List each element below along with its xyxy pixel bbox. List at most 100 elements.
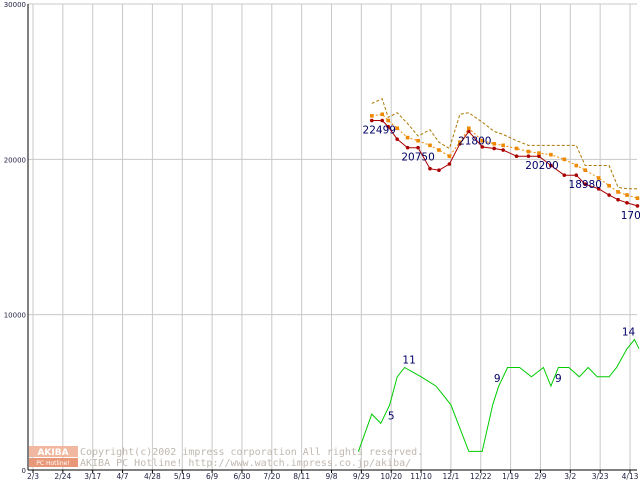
- min-price-point: [369, 118, 374, 123]
- x-tick-label: 11/10: [410, 472, 432, 480]
- price-label: 20200: [525, 160, 558, 172]
- akiba-logo: AKIBA PC Hotline!: [29, 446, 78, 467]
- avg-price-point: [428, 143, 432, 148]
- min-price-point: [428, 166, 432, 171]
- x-tick-label: 7/20: [263, 472, 280, 480]
- logo-top-box: [29, 446, 78, 457]
- x-tick-label: 12/22: [470, 472, 492, 480]
- min-price-point: [492, 146, 496, 151]
- x-tick-label: 2/24: [54, 472, 71, 480]
- x-tick-label: 4/28: [144, 472, 161, 480]
- price-label: 17000: [621, 210, 640, 222]
- shop-count-label: 14: [622, 327, 636, 339]
- avg-price-point: [526, 149, 531, 154]
- min-price-point: [514, 154, 519, 159]
- min-price-point: [380, 118, 385, 123]
- min-price-point: [537, 154, 541, 159]
- avg-price-point: [416, 138, 420, 143]
- logo-bottom-box: [29, 458, 78, 467]
- x-tick-label: 3/2: [564, 472, 576, 480]
- min-price-point: [437, 168, 441, 173]
- x-tick-label: 6/9: [206, 472, 218, 480]
- avg-price-point: [405, 135, 410, 140]
- series-layer: [357, 98, 640, 452]
- min-price-point: [596, 187, 601, 191]
- plot-background: [28, 4, 637, 470]
- x-tick-label: 10/20: [380, 472, 402, 480]
- avg-price-point: [562, 157, 567, 162]
- plot-area: [28, 4, 637, 470]
- x-tick-label: 12/1: [442, 472, 459, 480]
- avg-price-point: [467, 126, 471, 131]
- x-tick-label: 8/11: [293, 472, 310, 480]
- avg-price-point: [380, 112, 385, 117]
- series-line-avg-price: [371, 113, 638, 199]
- y-tick-label: 10000: [4, 312, 26, 320]
- data-labels: 22499 20750 21800 20200 18980 17000 5 11 9 9 14: [363, 125, 640, 423]
- min-price-point: [386, 124, 391, 129]
- avg-price-point: [514, 146, 519, 151]
- price-label: 22499: [363, 125, 396, 137]
- x-tick-label: 2/9: [534, 472, 546, 480]
- min-price-point: [480, 145, 485, 149]
- avg-price-point: [616, 190, 620, 194]
- logo-subtitle: PC Hotline!: [36, 460, 69, 467]
- y-tick-label: 20000: [4, 156, 26, 164]
- min-price-point: [416, 145, 420, 150]
- x-tick-label: 5/19: [174, 472, 191, 480]
- avg-price-point: [369, 114, 374, 118]
- min-price-point: [607, 193, 611, 197]
- logo-title: AKIBA: [37, 448, 68, 458]
- shop-count-label: 11: [402, 354, 415, 366]
- avg-price-point: [492, 142, 496, 146]
- x-tick-label: 2/3: [27, 472, 39, 480]
- shop-count-label: 5: [388, 410, 395, 422]
- min-price-point: [467, 129, 471, 134]
- x-tick-label: 3/17: [84, 472, 101, 480]
- avg-price-point: [583, 168, 588, 173]
- min-price-point: [405, 145, 410, 150]
- price-label: 21800: [458, 135, 491, 147]
- price-label: 20750: [401, 152, 434, 164]
- min-price-point: [574, 173, 579, 177]
- axes: 0 10000 20000 30000 2/3 2/24 3/17 4/7 4/28 5/19 6/…: [4, 1, 639, 480]
- x-tick-label: 9/8: [325, 472, 337, 480]
- x-tick-label: 9/29: [353, 472, 370, 480]
- avg-price-point: [447, 154, 452, 159]
- min-price-point: [549, 163, 553, 168]
- min-price-point: [501, 148, 505, 152]
- x-tick-label: 4/7: [117, 472, 129, 480]
- min-price-point: [635, 204, 640, 208]
- avg-price-point: [625, 193, 629, 197]
- min-price-point: [625, 201, 629, 205]
- x-tick-label: 4/13: [622, 472, 639, 480]
- min-price-point: [395, 137, 399, 141]
- avg-price-point: [537, 151, 541, 155]
- min-price-point: [526, 154, 531, 159]
- avg-price-point: [607, 183, 611, 188]
- shop-count-label: 9: [555, 373, 562, 385]
- shop-count-label: 9: [494, 373, 501, 385]
- min-price-point: [616, 197, 620, 202]
- avg-price-point: [386, 118, 391, 123]
- avg-price-point: [437, 148, 441, 152]
- series-line-shop-count: [357, 338, 640, 452]
- avg-price-point: [574, 163, 579, 168]
- x-tick-label: 6/30: [234, 472, 251, 480]
- price-label: 18980: [569, 179, 602, 191]
- y-tick-label: 30000: [4, 1, 26, 9]
- x-tick-label: 3/23: [592, 472, 609, 480]
- avg-price-point: [635, 196, 640, 200]
- min-price-point: [447, 162, 452, 166]
- y-tick-label: 0: [22, 467, 26, 475]
- avg-price-point: [480, 138, 485, 143]
- watermark: AKIBA PC Hotline! Copyright(c)2002 impre…: [29, 446, 423, 469]
- min-price-point: [562, 173, 567, 177]
- avg-price-point: [596, 176, 601, 180]
- copyright-line-1: Copyright(c)2002 impress corporation All…: [80, 447, 423, 458]
- avg-price-point: [501, 143, 505, 148]
- copyright-line-2: AKIBA PC Hotline! http://www.watch.impre…: [80, 458, 411, 469]
- avg-price-point: [395, 126, 399, 131]
- x-tick-label: 1/19: [502, 472, 519, 480]
